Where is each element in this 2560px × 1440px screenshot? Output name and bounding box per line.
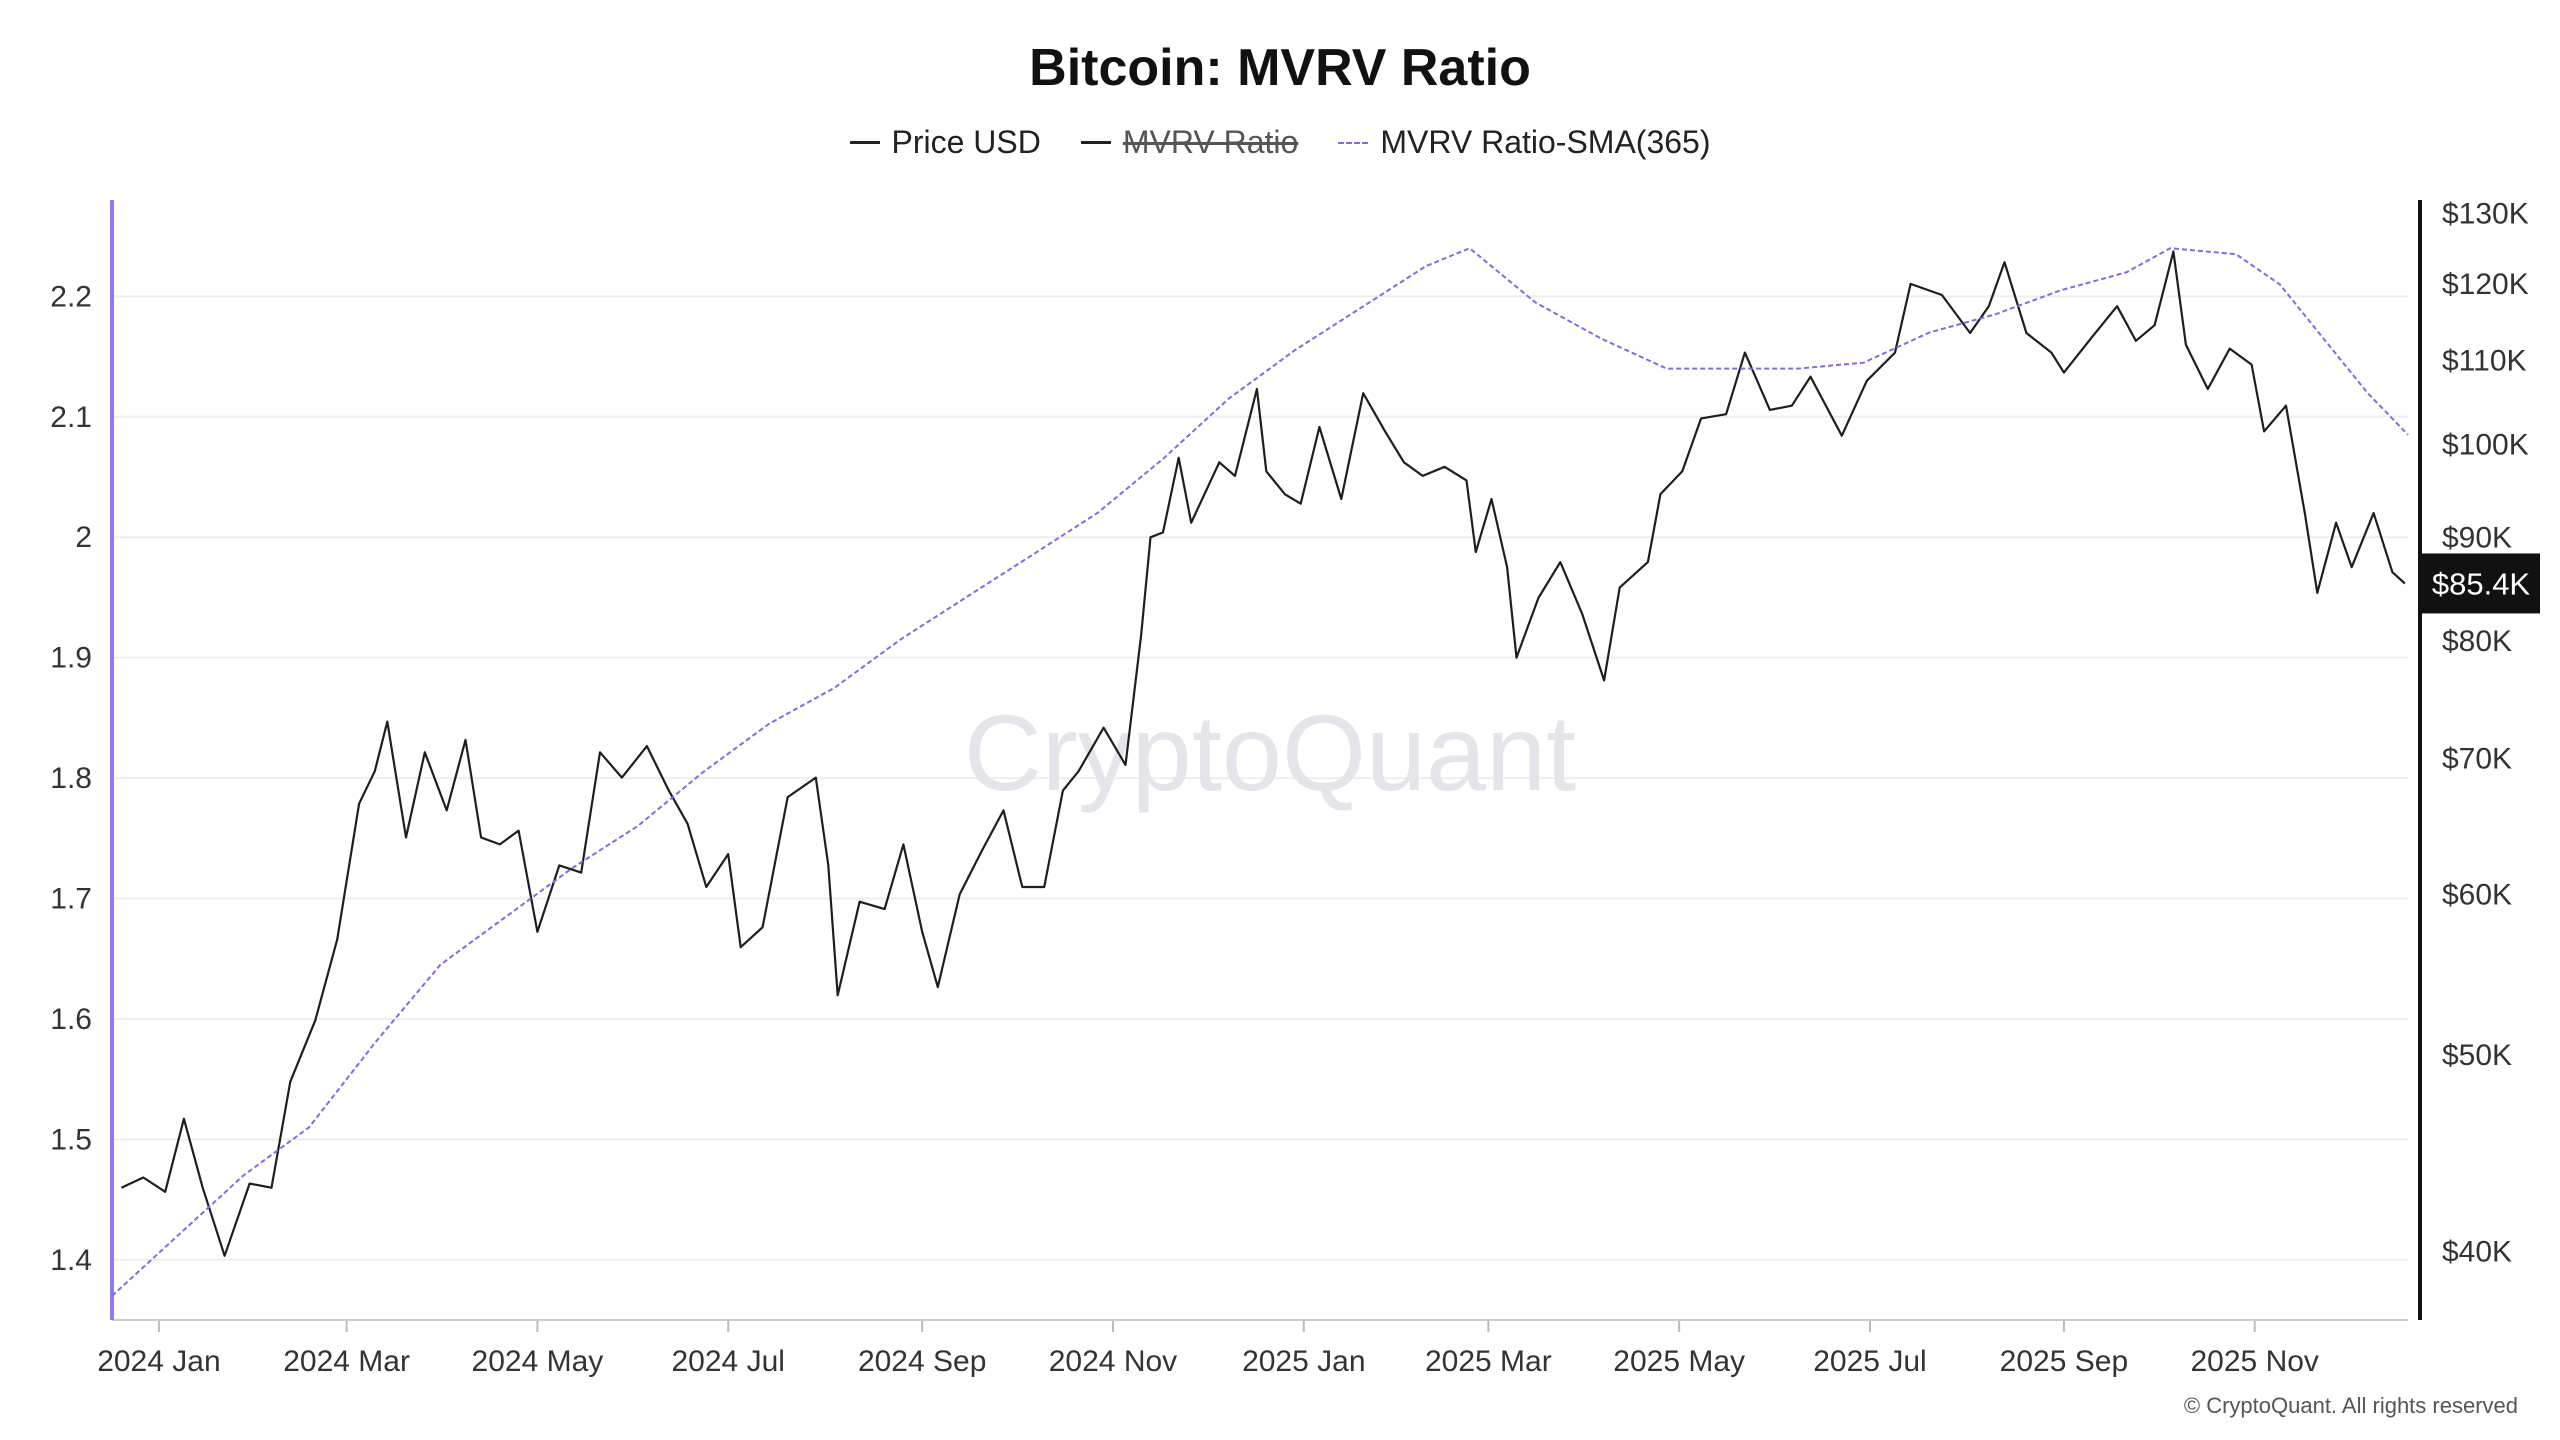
- chart-title: Bitcoin: MVRV Ratio: [1029, 39, 1531, 97]
- legend-label-mvrv-ratio: MVRV Ratio: [1122, 124, 1299, 160]
- x-tick-label: 2024 Mar: [283, 1345, 410, 1378]
- y-right-tick-label: $90K: [2442, 521, 2512, 554]
- legend-item-mvrv-sma[interactable]: MVRV Ratio-SMA(365): [1338, 124, 1711, 161]
- y-right-tick-label: $100K: [2442, 428, 2529, 461]
- legend-label-mvrv-sma: MVRV Ratio-SMA(365): [1380, 124, 1711, 160]
- x-tick-label: 2024 Nov: [1049, 1345, 1177, 1378]
- y-right-tick-label: $60K: [2442, 878, 2512, 911]
- y-left-tick-label: 1.4: [50, 1244, 92, 1277]
- y-left-tick-label: 2: [75, 521, 92, 554]
- y-right-tick-label: $120K: [2442, 268, 2529, 301]
- legend-item-mvrv-ratio[interactable]: MVRV Ratio: [1080, 124, 1299, 161]
- y-left-tick-label: 1.7: [50, 882, 92, 915]
- series-group: [111, 247, 2409, 1297]
- x-tick-label: 2025 Mar: [1425, 1345, 1552, 1378]
- x-tick-label: 2025 Nov: [2191, 1345, 2319, 1378]
- y-right-tick-label: $80K: [2442, 625, 2512, 658]
- y-left-tick-label: 2.2: [50, 280, 92, 313]
- y-right-tick-label: $130K: [2442, 197, 2529, 230]
- x-tick-label: 2025 May: [1613, 1345, 1745, 1378]
- y-right-tick-label: $50K: [2442, 1039, 2512, 1072]
- y-right-tick-label: $40K: [2442, 1235, 2512, 1268]
- x-tick-label: 2025 Jul: [1813, 1345, 1926, 1378]
- y-right-tick-label: $70K: [2442, 743, 2512, 776]
- last-price-badge-bg: [2422, 553, 2540, 614]
- axes: [110, 200, 2422, 1332]
- last-price-label: $85.4K: [2432, 566, 2531, 601]
- x-tick-label: 2024 May: [472, 1345, 604, 1378]
- chart-legend: Price USD MVRV Ratio MVRV Ratio-SMA(365): [0, 124, 2560, 161]
- x-tick-label: 2024 Sep: [858, 1345, 986, 1378]
- y-left-tick-label: 1.5: [50, 1123, 92, 1156]
- x-tick-label: 2024 Jan: [97, 1345, 220, 1378]
- legend-swatch-price-usd: [849, 141, 880, 144]
- x-tick-label: 2025 Sep: [2000, 1345, 2128, 1378]
- watermark-text: CryptoQuant: [964, 692, 1576, 813]
- copyright-text: © CryptoQuant. All rights reserved: [2183, 1393, 2518, 1418]
- y-left-tick-label: 1.9: [50, 642, 92, 675]
- x-tick-label: 2025 Jan: [1242, 1345, 1365, 1378]
- y-left-tick-label: 1.8: [50, 762, 92, 795]
- legend-label-price-usd: Price USD: [891, 124, 1041, 160]
- y-left-tick-label: 2.1: [50, 401, 92, 434]
- legend-swatch-mvrv-ratio: [1080, 141, 1111, 144]
- series-line-price-usd[interactable]: [120, 250, 2406, 1257]
- grid-lines: [112, 295, 2408, 1261]
- legend-item-price-usd[interactable]: Price USD: [849, 124, 1041, 161]
- x-tick-label: 2024 Jul: [672, 1345, 785, 1378]
- legend-swatch-mvrv-sma: [1338, 141, 1369, 144]
- last-price-badge: $85.4K: [2422, 553, 2540, 614]
- series-line-mvrv-sma[interactable]: [111, 247, 2409, 1297]
- y-left-tick-label: 1.6: [50, 1003, 92, 1036]
- y-right-tick-label: $110K: [2442, 345, 2527, 378]
- tick-labels: 1.4 1.5 1.6 1.7 1.8 1.9 2 2.1 2.2 $40K $50K $60K $70…: [50, 197, 2528, 1378]
